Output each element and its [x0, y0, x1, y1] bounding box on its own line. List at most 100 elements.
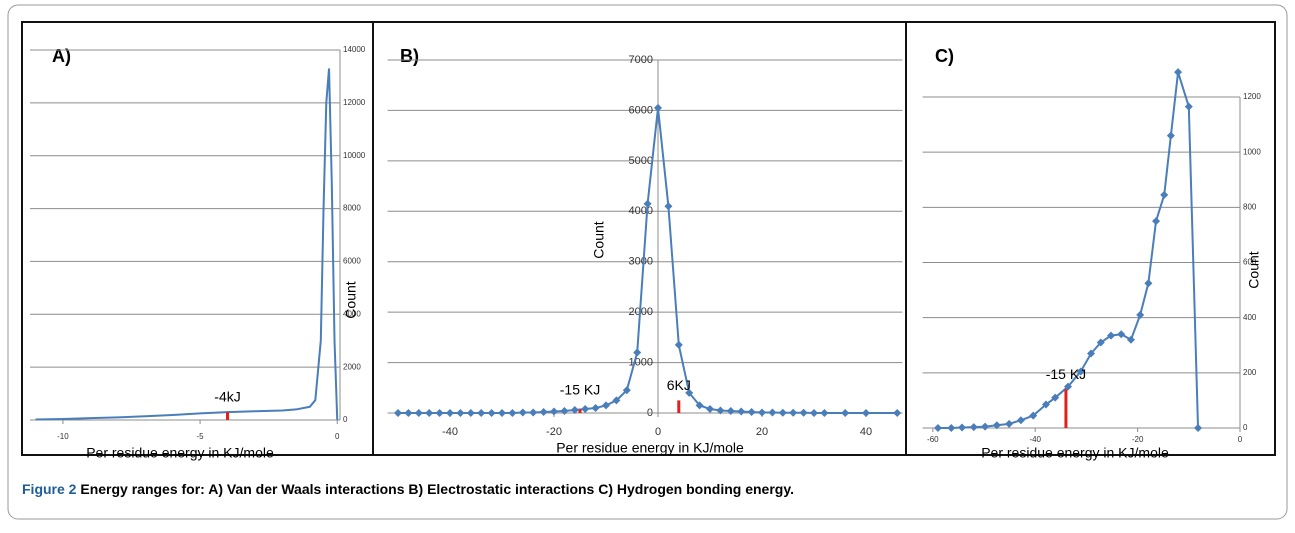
- data-point: [643, 199, 652, 208]
- panel-frame: [21, 21, 1276, 456]
- x-tick-label: -40: [1029, 435, 1041, 444]
- data-point: [1152, 217, 1161, 226]
- data-point: [591, 403, 600, 412]
- data-point: [425, 409, 434, 417]
- y-tick-label: 1000: [1243, 147, 1261, 156]
- y-tick-label: 400: [1243, 313, 1257, 322]
- data-point: [1029, 411, 1038, 420]
- x-tick-label: -10: [57, 432, 69, 441]
- data-point: [841, 409, 850, 417]
- y-tick-label: 0: [1243, 423, 1248, 432]
- data-point: [1005, 419, 1014, 428]
- data-point: [674, 340, 683, 349]
- data-point: [487, 409, 496, 417]
- data-point: [1117, 330, 1126, 339]
- y-tick-label: 1200: [1243, 92, 1261, 101]
- data-point: [633, 348, 642, 357]
- data-point: [1166, 131, 1175, 140]
- y-tick-label: 600: [1243, 258, 1257, 267]
- y-tick-label: 14000: [343, 45, 366, 54]
- x-axis-label: Per residue energy in KJ/mole: [86, 445, 274, 461]
- data-point: [716, 406, 725, 415]
- data-point: [862, 409, 870, 417]
- data-point: [810, 409, 818, 417]
- data-point: [789, 408, 798, 417]
- data-point: [1087, 349, 1096, 358]
- x-tick-label: -40: [442, 426, 458, 438]
- y-tick-label: 2000: [343, 362, 361, 371]
- data-point: [706, 404, 714, 413]
- data-point: [518, 408, 527, 417]
- y-axis-label: Count: [343, 281, 359, 318]
- y-tick-label: 7000: [629, 54, 653, 66]
- data-point: [933, 424, 942, 432]
- data-point: [799, 408, 808, 417]
- annotation: 6KJ: [667, 377, 691, 393]
- data-point: [758, 408, 766, 417]
- y-tick-label: 5000: [629, 155, 653, 167]
- data-point: [466, 409, 475, 417]
- data-point: [529, 408, 538, 417]
- data-line: [35, 68, 339, 421]
- x-tick-label: 0: [335, 432, 340, 441]
- x-tick-label: 40: [860, 426, 872, 438]
- data-point: [602, 401, 610, 410]
- x-axis-label: Per residue energy in KJ/mole: [981, 445, 1169, 461]
- data-point: [446, 409, 454, 417]
- data-point: [560, 406, 569, 415]
- data-point: [726, 406, 735, 415]
- data-point: [1174, 68, 1183, 77]
- y-tick-label: 10000: [343, 151, 366, 160]
- data-point: [778, 408, 787, 417]
- data-point: [1063, 382, 1072, 391]
- data-point: [768, 408, 777, 417]
- data-point: [1076, 367, 1085, 376]
- data-point: [893, 409, 902, 417]
- data-point: [570, 405, 579, 414]
- data-point: [820, 409, 829, 417]
- y-axis-label: Count: [591, 221, 607, 258]
- data-point: [737, 407, 746, 416]
- data-point: [456, 409, 465, 417]
- data-point: [612, 396, 621, 405]
- data-point: [1016, 416, 1025, 425]
- data-point: [1096, 338, 1105, 347]
- data-point: [1136, 310, 1145, 319]
- data-point: [404, 409, 413, 417]
- y-tick-label: 1000: [629, 356, 653, 368]
- data-point: [1041, 400, 1050, 409]
- data-point: [947, 424, 956, 432]
- data-point: [1184, 102, 1193, 111]
- data-point: [435, 409, 444, 417]
- data-point: [550, 407, 558, 416]
- data-point: [685, 388, 694, 397]
- data-point: [695, 401, 704, 410]
- data-point: [654, 103, 662, 112]
- panel-title: A): [52, 46, 71, 66]
- data-point: [992, 421, 1001, 430]
- data-point: [581, 404, 590, 413]
- annotation: -15 KJ: [1046, 366, 1086, 382]
- y-tick-label: 6000: [343, 257, 361, 266]
- x-tick-label: 20: [756, 426, 768, 438]
- x-tick-label: -20: [546, 426, 562, 438]
- data-point: [498, 409, 506, 417]
- x-tick-label: -5: [197, 432, 205, 441]
- y-tick-label: 6000: [629, 104, 653, 116]
- x-tick-label: -60: [927, 435, 939, 444]
- data-point: [664, 202, 673, 211]
- data-point: [1194, 424, 1203, 432]
- y-tick-label: 800: [1243, 202, 1257, 211]
- x-tick-label: 0: [655, 426, 661, 438]
- data-point: [508, 409, 517, 417]
- data-point: [414, 409, 423, 417]
- y-tick-label: 12000: [343, 98, 366, 107]
- caption-label: Figure 2: [22, 481, 77, 497]
- data-point: [969, 423, 978, 432]
- data-point: [747, 407, 756, 416]
- panel-title: B): [400, 46, 419, 66]
- annotation: -4kJ: [214, 389, 240, 405]
- data-point: [1144, 279, 1153, 288]
